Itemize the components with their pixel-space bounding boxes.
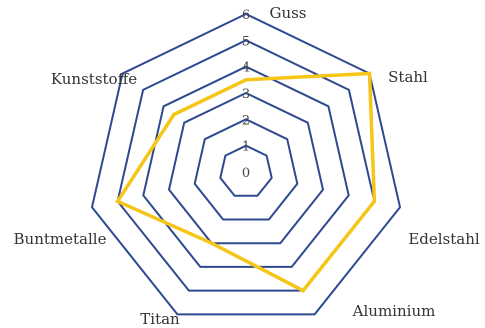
tick-label-4: 4	[242, 61, 250, 76]
tick-label-1: 1	[242, 140, 250, 155]
tick-label-6: 6	[242, 8, 250, 23]
tick-label-3: 3	[242, 87, 250, 102]
tick-label-5: 5	[242, 34, 250, 49]
tick-label-2: 2	[242, 113, 250, 128]
radial-tick-labels: 0 1 2 3 4 5 6	[242, 8, 250, 181]
data-point-buntmetalle	[115, 199, 120, 204]
grid-ring-6	[91, 13, 401, 316]
data-point-edelstahl	[372, 199, 377, 204]
series-layer	[115, 71, 377, 293]
radar-grid	[91, 13, 401, 316]
category-label-kunststoffe: Kunststoffe	[51, 70, 137, 88]
category-label-titan: Titan	[140, 310, 180, 328]
data-point-stahl	[367, 71, 372, 76]
category-label-stahl: Stahl	[388, 68, 428, 86]
grid-ring-4	[142, 65, 350, 268]
grid-ring-5	[116, 39, 376, 292]
grid-ring-3	[168, 92, 324, 245]
data-point-aluminium	[301, 288, 305, 293]
category-label-guss: Guss	[269, 4, 306, 22]
category-labels: Guss Stahl Edelstahl Aluminium Titan Buntmeta…	[14, 4, 480, 328]
category-label-aluminium: Aluminium	[352, 302, 436, 320]
data-point-kunststoffe	[172, 112, 176, 117]
grid-ring-1	[219, 144, 273, 197]
data-point-guss	[244, 78, 248, 82]
data-point-titan	[209, 241, 214, 245]
category-label-edelstahl: Edelstahl	[408, 230, 480, 248]
series-line-0	[115, 71, 377, 293]
category-label-buntmetalle: Buntmetalle	[14, 230, 107, 248]
tick-label-0: 0	[242, 166, 250, 181]
grid-ring-2	[193, 118, 299, 221]
